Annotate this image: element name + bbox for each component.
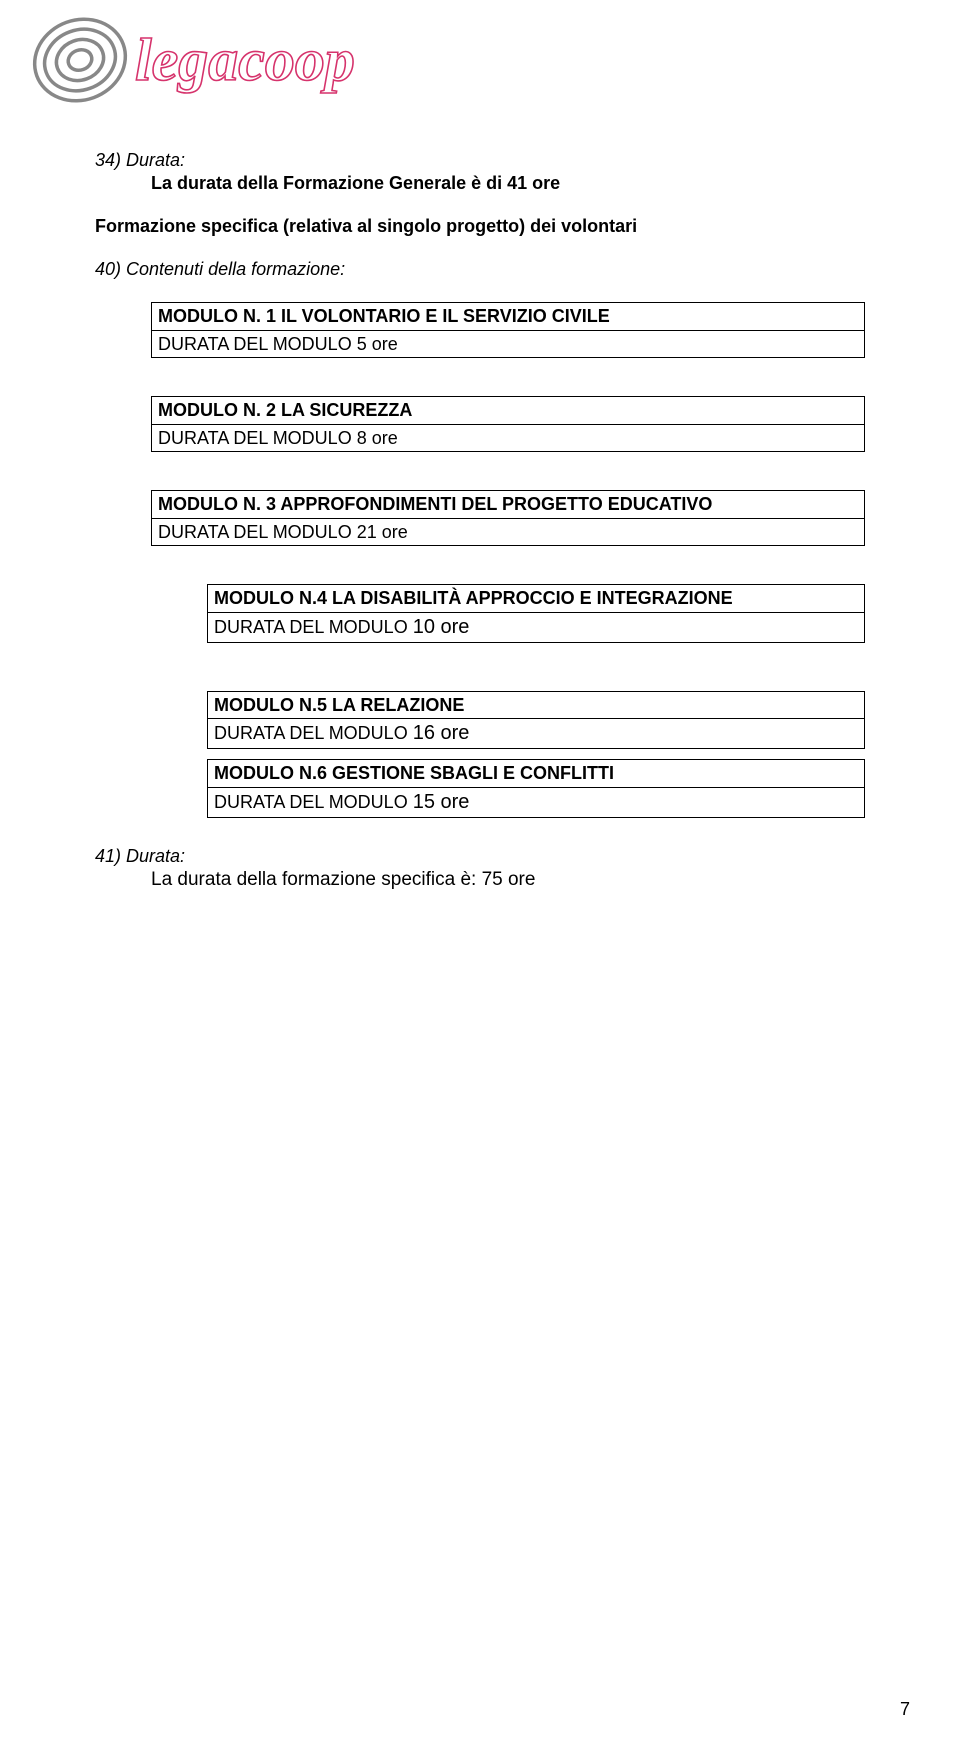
module-4-title: MODULO N.4 LA DISABILITÀ APPROCCIO E INT… <box>208 585 865 613</box>
s40-heading: 40) Contenuti della formazione: <box>95 259 865 280</box>
module-5-table: MODULO N.5 LA RELAZIONE DURATA DEL MODUL… <box>207 691 865 750</box>
page: legacoop 34) Durata: La durata della For… <box>0 0 960 931</box>
svg-text:legacoop: legacoop <box>135 27 355 93</box>
s41-heading: 41) Durata: <box>95 846 865 867</box>
page-number: 7 <box>900 1699 910 1720</box>
s41-line: La durata della formazione specifica è: … <box>151 869 865 891</box>
logo-area: legacoop <box>95 30 865 125</box>
s34-line: La durata della Formazione Generale è di… <box>151 173 865 194</box>
module-4-duration: DURATA DEL MODULO 10 ore <box>208 612 865 642</box>
legacoop-logo: legacoop <box>135 20 455 110</box>
module-1-table: MODULO N. 1 IL VOLONTARIO E IL SERVIZIO … <box>151 302 865 358</box>
module-2-title: MODULO N. 2 LA SICUREZZA <box>152 397 865 425</box>
module-4-table: MODULO N.4 LA DISABILITÀ APPROCCIO E INT… <box>207 584 865 643</box>
module-4-dur-val: 10 ore <box>413 616 470 638</box>
module-5-duration: DURATA DEL MODULO 16 ore <box>208 719 865 749</box>
sub1: Formazione specifica (relativa al singol… <box>95 216 865 237</box>
module-6-duration: DURATA DEL MODULO 15 ore <box>208 787 865 817</box>
module-6-dur-val: 15 ore <box>413 791 470 813</box>
module-3-duration: DURATA DEL MODULO 21 ore <box>152 518 865 546</box>
module-1-duration: DURATA DEL MODULO 5 ore <box>152 330 865 358</box>
module-1-title: MODULO N. 1 IL VOLONTARIO E IL SERVIZIO … <box>152 303 865 331</box>
module-6-table: MODULO N.6 GESTIONE SBAGLI E CONFLITTI D… <box>207 759 865 818</box>
modules-outer: MODULO N. 1 IL VOLONTARIO E IL SERVIZIO … <box>151 302 865 818</box>
s41-body: La durata della formazione specifica è: … <box>151 869 865 891</box>
modules-inner: MODULO N.4 LA DISABILITÀ APPROCCIO E INT… <box>151 584 865 818</box>
module-3-title: MODULO N. 3 APPROFONDIMENTI DEL PROGETTO… <box>152 491 865 519</box>
module-4-dur-label: DURATA DEL MODULO <box>214 617 413 637</box>
module-6-title: MODULO N.6 GESTIONE SBAGLI E CONFLITTI <box>208 760 865 788</box>
module-2-duration: DURATA DEL MODULO 8 ore <box>152 424 865 452</box>
module-3-table: MODULO N. 3 APPROFONDIMENTI DEL PROGETTO… <box>151 490 865 546</box>
swirl-icon <box>20 0 140 120</box>
module-2-table: MODULO N. 2 LA SICUREZZA DURATA DEL MODU… <box>151 396 865 452</box>
s34-body: La durata della Formazione Generale è di… <box>151 173 865 194</box>
module-5-dur-val: 16 ore <box>413 722 470 744</box>
module-5-dur-label: DURATA DEL MODULO <box>214 723 413 743</box>
module-6-dur-label: DURATA DEL MODULO <box>214 792 413 812</box>
s34-heading: 34) Durata: <box>95 150 865 171</box>
module-5-title: MODULO N.5 LA RELAZIONE <box>208 691 865 719</box>
